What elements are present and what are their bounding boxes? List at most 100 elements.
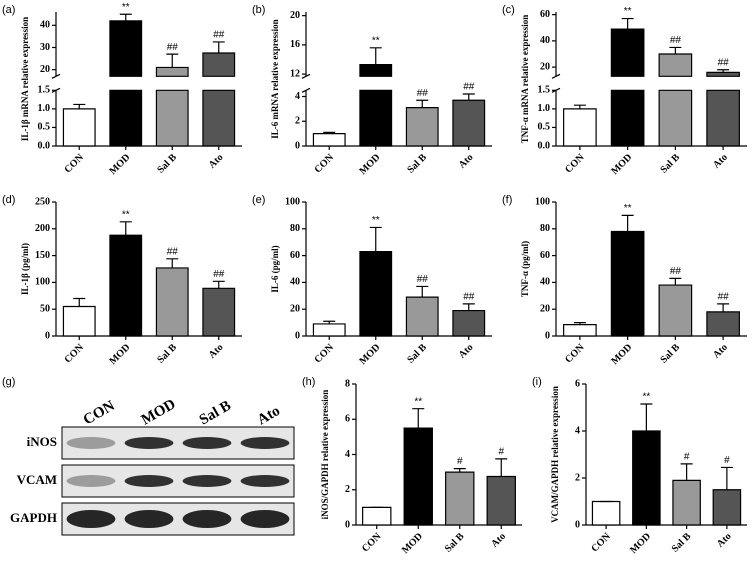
panel-label: (d) [2,194,15,206]
blot-band [124,437,174,449]
y-tick-label: 100 [35,277,50,288]
y-tick-label: 100 [535,196,550,207]
y-tick-label: 1.0 [538,103,551,114]
x-tick-label: MOD [357,342,382,367]
bar [312,133,346,147]
error-bar [416,285,429,298]
blot-band [124,475,174,487]
bar [62,108,96,147]
bar [405,296,439,337]
panel-label: (f) [502,194,512,206]
x-tick-label: MOD [357,152,382,177]
y-tick-label: 60 [540,250,550,261]
y-axis-label: IL-1β (pg/ml) [20,243,30,295]
y-tick-label: 100 [285,196,300,207]
y-tick-label: 2 [295,116,300,127]
blot-band [240,475,290,487]
error-bar [166,258,179,268]
significance-label: ** [372,215,380,226]
significance-label: ## [463,291,475,302]
bar [563,324,597,337]
y-tick-label: 150 [35,250,50,261]
significance-label: ## [417,88,429,99]
x-tick-label: Sal B [658,152,682,176]
y-tick-label: 30 [40,42,50,53]
y-tick-label: 4 [295,91,300,102]
y-tick-label: 1.5 [538,85,551,96]
x-tick-label: CON [312,151,336,175]
x-tick-label: CON [360,530,384,554]
y-tick-label: 0 [545,330,550,341]
y-tick-label: 50 [40,303,50,314]
bar [202,287,236,337]
y-tick-label: 60 [290,250,300,261]
significance-label: ** [122,209,130,220]
blot-strip [61,464,295,498]
bar [452,309,486,337]
bar [62,305,96,337]
error-bar [669,277,682,286]
bar [658,284,693,337]
bar [109,20,143,147]
axis-break [301,73,311,79]
significance-label: ** [624,6,632,17]
blot-band [240,510,290,528]
bar [109,234,143,337]
error-bar [416,99,429,108]
error-bar [680,463,693,481]
protein-label: GAPDH [10,510,57,525]
y-axis-label: iNOS/GAPDH relative expression [320,390,330,520]
significance-label: ## [718,291,730,302]
panel-label: (i) [532,376,542,388]
blot-band [240,437,290,449]
axis-break [51,73,61,79]
x-tick-label: CON [62,151,86,175]
bar [202,52,236,147]
bar [405,107,439,147]
x-tick-label: MOD [400,531,425,556]
x-tick-label: Ato [207,152,226,171]
x-tick-label: CON [563,151,587,175]
y-tick-label: 250 [35,196,50,207]
y-tick-label: 20 [540,303,550,314]
y-tick-label: 8 [345,378,350,389]
x-tick-label: CON [563,341,587,365]
significance-label: ## [670,266,682,277]
lane-label: Sal B [197,398,234,429]
y-tick-label: 4 [575,425,580,436]
y-tick-label: 200 [35,223,50,234]
significance-label: ** [122,2,130,13]
y-tick-label: 20 [540,61,550,72]
bar [403,427,433,526]
y-tick-label: 0 [295,140,300,151]
blot-band [124,510,174,528]
bar [672,479,701,526]
significance-label: ## [167,42,179,53]
significance-label: # [457,456,463,467]
bar [452,99,486,147]
error-bar [323,131,336,134]
bar [312,323,346,337]
error-bar [369,226,382,252]
x-tick-label: Ato [489,531,508,550]
x-tick-label: CON [312,341,336,365]
x-tick-label: Sal B [155,152,179,176]
error-bar [495,458,508,477]
x-tick-label: Sal B [405,152,429,176]
x-tick-label: Sal B [658,342,682,366]
error-bar [669,46,682,55]
y-tick-label: 1.5 [38,85,51,96]
y-tick-label: 16 [290,39,300,50]
significance-label: ** [414,396,422,407]
y-tick-label: 6 [345,414,350,425]
bar [712,489,742,526]
bar [486,475,516,526]
y-tick-label: 0.0 [538,140,551,151]
x-tick-label: Ato [207,342,226,361]
x-tick-label: MOD [107,152,132,177]
error-bar [212,280,225,289]
bar [610,230,645,337]
error-bar [166,53,179,68]
y-tick-label: 2 [575,472,580,483]
y-axis-label: IL-1β mRNA relative expression [20,17,30,141]
